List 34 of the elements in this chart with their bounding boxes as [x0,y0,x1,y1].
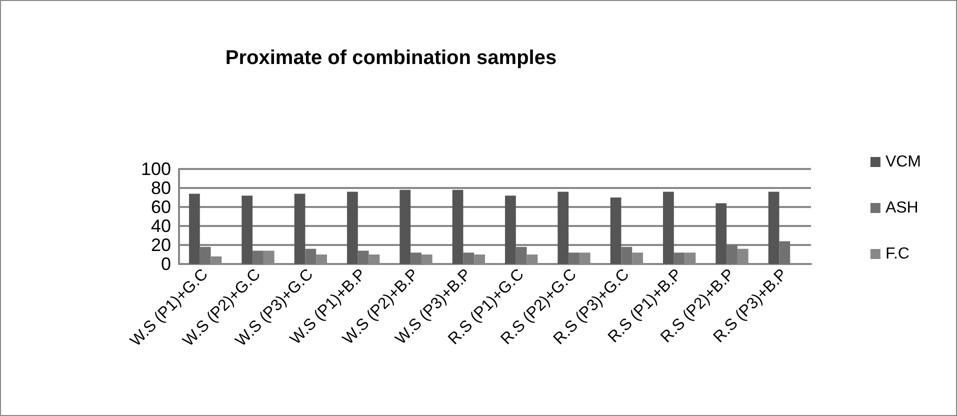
bar [294,194,306,264]
legend-label: F.C [885,246,910,262]
bar [779,241,790,264]
bar [716,203,727,264]
y-tick-label: 100 [140,159,171,179]
bar [663,192,674,264]
y-tick-label: 20 [150,235,171,255]
y-tick-label: 40 [150,216,171,236]
bar [305,248,316,264]
bar [610,198,622,264]
bar [452,190,464,264]
legend-label: VCM [885,154,922,170]
legend-label: ASH [885,200,918,216]
chart-title: Proximate of combination samples [225,47,557,69]
bar [189,194,200,264]
bar [358,250,369,264]
y-tick-label: 60 [150,197,171,217]
y-tick-label: 0 [160,254,171,274]
bar [516,246,527,264]
bar [568,252,580,264]
bar [674,252,685,264]
bar [400,190,411,264]
bar [463,252,474,264]
bar [505,196,516,264]
y-tick-label: 80 [150,178,171,198]
bar [200,246,211,264]
bar [347,192,358,264]
bar [726,245,738,264]
bar [252,250,264,264]
bar [621,246,632,264]
bar [558,192,569,264]
bar [768,192,780,264]
bar [242,196,253,264]
bar [410,252,422,264]
